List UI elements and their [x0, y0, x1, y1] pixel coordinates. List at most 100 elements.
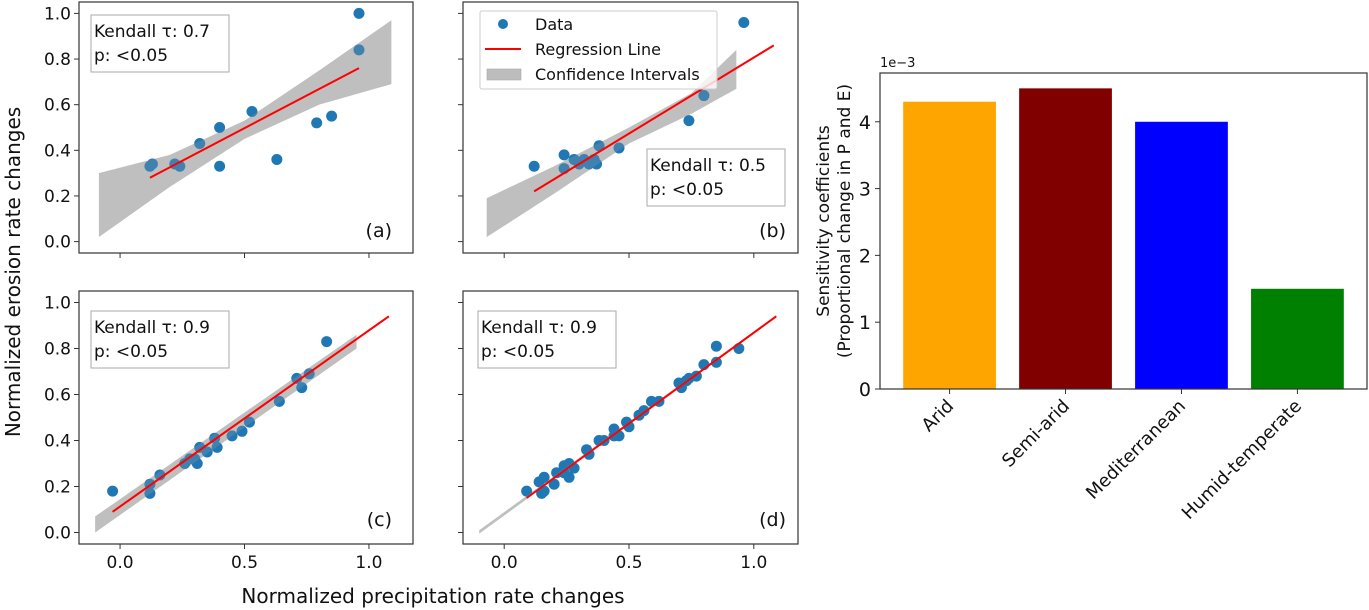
- data-point: [638, 405, 650, 417]
- plot-area: [98, 7, 392, 238]
- x-tick-label: Arid: [918, 396, 958, 436]
- data-point: [271, 153, 283, 165]
- legend-ci-swatch: [486, 68, 522, 81]
- y-tick-label: 0: [859, 379, 871, 401]
- data-point: [548, 478, 560, 490]
- data-point: [146, 158, 158, 170]
- stats-box: [477, 310, 617, 369]
- confidence-band-overlay: [95, 334, 357, 533]
- stats-box: [90, 310, 230, 369]
- axes-frame: [462, 290, 799, 545]
- panel-label: (d): [759, 509, 786, 531]
- y-tick-label: 0.2: [44, 478, 71, 498]
- kendall-tau-text: Kendall τ: 0.5: [650, 156, 766, 176]
- plot-area: [95, 315, 390, 533]
- axes-frame: [78, 290, 414, 545]
- data-point: [591, 158, 603, 170]
- data-point: [698, 90, 710, 102]
- axes-frame: [879, 72, 1368, 390]
- scatter-panel-c: 0.0 0.2 0.4 0.6 0.8 1.0 0.0 0.5 1.0 Kendall τ: 0.…: [44, 290, 414, 573]
- legend-label-data: Data: [535, 15, 573, 34]
- legend-label-regression: Regression Line: [535, 40, 661, 59]
- x-tick-label: 1.0: [355, 553, 382, 573]
- y-tick-label: 1.0: [44, 294, 71, 314]
- kendall-tau-text: Kendall τ: 0.9: [481, 318, 597, 338]
- data-point: [563, 471, 575, 483]
- data-point: [321, 336, 333, 348]
- bar: [1135, 121, 1228, 389]
- y-tick-label: 3: [859, 179, 871, 201]
- x-tick-label: Semi-arid: [998, 396, 1074, 472]
- data-point: [528, 160, 540, 172]
- data-point: [558, 149, 570, 161]
- axes-frame: [78, 1, 414, 254]
- axis-offset-text: 1e−3: [880, 56, 915, 71]
- y-tick-label: 0.8: [44, 340, 71, 360]
- data-point: [107, 485, 119, 497]
- y-tick-label: 0.0: [44, 233, 71, 253]
- y-tick-label: 0.0: [44, 524, 71, 544]
- data-point: [296, 382, 308, 394]
- data-point: [623, 421, 635, 433]
- bar: [1251, 288, 1344, 389]
- bar: [1019, 88, 1112, 389]
- y-axis-label: (Proportional change in P and E): [835, 84, 855, 358]
- y-tick-label: 0.4: [44, 432, 71, 452]
- shared-y-axis-label: Normalized erosion rate changes: [1, 107, 25, 437]
- y-tick-label: 0.8: [44, 50, 71, 70]
- data-point: [291, 372, 303, 384]
- data-point: [246, 106, 258, 118]
- y-tick-label: 1.0: [44, 4, 71, 24]
- data-point: [353, 7, 365, 19]
- data-point: [144, 487, 156, 499]
- scatter-panel-d: 0.0 0.5 1.0 Kendall τ: 0.9 p: <0.05 (d): [458, 290, 799, 573]
- x-tick-label: Mediterranean: [1082, 396, 1190, 504]
- legend-label-ci: Confidence Intervals: [535, 65, 700, 84]
- data-point: [154, 469, 166, 481]
- data-point: [226, 430, 238, 442]
- shared-x-axis-label: Normalized precipitation rate changes: [241, 584, 624, 608]
- data-point: [191, 458, 203, 469]
- data-point: [273, 395, 285, 407]
- y-tick-label: 0.6: [44, 386, 71, 406]
- data-point: [201, 446, 213, 458]
- data-point: [683, 115, 695, 127]
- stats-box: [90, 14, 230, 73]
- bar-chart-panel: 0 1 2 3 4 Arid Semi-arid MediterraneanHumid-tem…: [814, 56, 1368, 524]
- confidence-band: [95, 334, 357, 533]
- data-point: [538, 471, 550, 483]
- data-point: [236, 425, 248, 437]
- stats-box: [646, 148, 786, 207]
- y-tick-label: 2: [859, 245, 871, 267]
- axes-frame: [462, 1, 799, 254]
- x-tick-label: 1.0: [740, 553, 767, 573]
- data-point: [521, 485, 533, 497]
- regression-line: [112, 315, 390, 513]
- p-value-text: p: <0.05: [481, 342, 555, 362]
- legend-frame: [479, 10, 718, 90]
- data-point: [613, 142, 625, 154]
- data-point: [211, 441, 223, 453]
- bar: [903, 101, 996, 390]
- x-tick-label: 0.5: [231, 553, 258, 573]
- data-point: [243, 416, 255, 428]
- data-point: [214, 122, 226, 133]
- x-tick-label: 0.0: [107, 553, 134, 573]
- y-tick-label: 4: [859, 112, 871, 134]
- panel-label: (a): [366, 220, 392, 242]
- kendall-tau-text: Kendall τ: 0.7: [94, 22, 210, 42]
- y-tick-label: 0.4: [44, 141, 71, 161]
- legend: Data Regression Line Confidence Interval…: [479, 10, 718, 90]
- p-value-text: p: <0.05: [94, 46, 168, 66]
- y-tick-label: 1: [859, 312, 871, 334]
- plot-area: [486, 17, 775, 238]
- data-point: [710, 340, 722, 352]
- regression-line: [533, 44, 775, 193]
- data-point: [311, 117, 323, 129]
- p-value-text: p: <0.05: [94, 342, 168, 362]
- p-value-text: p: <0.05: [650, 180, 724, 200]
- y-tick-label: 0.6: [44, 96, 71, 116]
- legend-data-marker: [498, 19, 508, 29]
- regression-line: [149, 67, 360, 179]
